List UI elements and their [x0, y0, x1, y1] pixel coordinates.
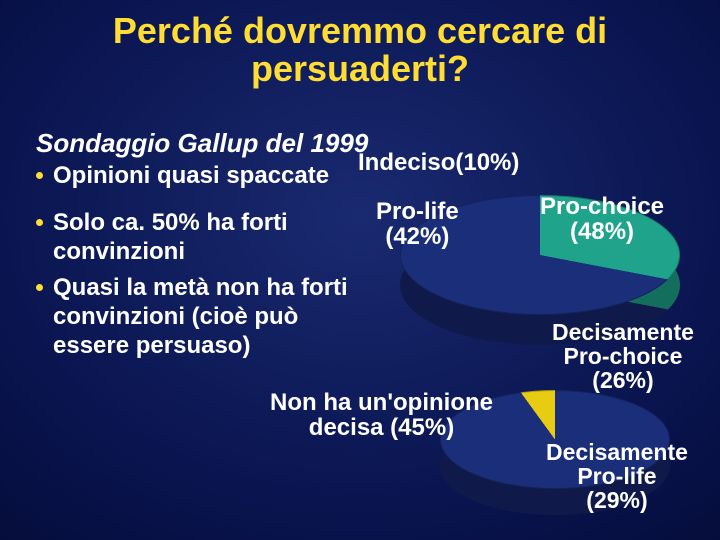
bullet-list: Opinioni quasi spaccate Solo ca. 50% ha f… — [36, 162, 363, 369]
bullet-item: Solo ca. 50% ha forti convinzioni — [36, 209, 363, 267]
chart-label: DecisamentePro-life(29%) — [546, 440, 688, 512]
chart-label: Indeciso(10%) — [358, 150, 519, 175]
chart-label: Pro-life(42%) — [376, 199, 459, 249]
chart-label: Pro-choice(48%) — [540, 194, 664, 244]
slide-subtitle: Sondaggio Gallup del 1999 — [0, 128, 368, 159]
bullet-item: Opinioni quasi spaccate — [36, 162, 363, 191]
slide-title: Perché dovremmo cercare di persuaderti? — [0, 0, 720, 88]
chart-label: DecisamentePro-choice(26%) — [552, 320, 694, 392]
bullet-text: Quasi la metà non ha forti convinzioni (… — [53, 274, 353, 360]
bullet-text: Opinioni quasi spaccate — [53, 162, 363, 191]
bullet-item: Quasi la metà non ha forti convinzioni (… — [36, 274, 363, 360]
chart-label: Non ha un'opinionedecisa (45%) — [270, 390, 493, 440]
bullet-marker-icon — [36, 219, 43, 226]
bullet-text: Solo ca. 50% ha forti convinzioni — [53, 209, 353, 267]
bullet-marker-icon — [36, 172, 43, 179]
bullet-marker-icon — [36, 284, 43, 291]
